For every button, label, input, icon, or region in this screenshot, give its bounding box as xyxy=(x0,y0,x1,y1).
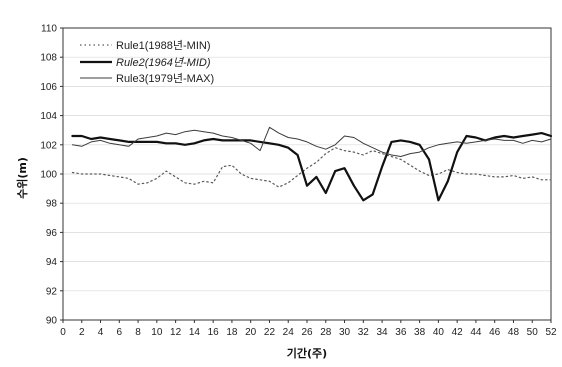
x-tick-label: 50 xyxy=(527,327,539,338)
y-tick-label: 90 xyxy=(46,316,58,327)
x-tick-label: 34 xyxy=(377,327,389,338)
x-tick-label: 40 xyxy=(433,327,445,338)
series-line-rule1 xyxy=(71,147,552,188)
x-tick-label: 32 xyxy=(358,327,370,338)
x-tick-label: 4 xyxy=(98,327,104,338)
x-tick-label: 48 xyxy=(508,327,520,338)
x-tick-label: 42 xyxy=(452,327,464,338)
x-tick-label: 28 xyxy=(320,327,332,338)
x-tick-label: 52 xyxy=(545,327,557,338)
y-tick-label: 102 xyxy=(40,140,57,151)
y-tick-label: 96 xyxy=(46,228,58,239)
series-line-rule2 xyxy=(71,132,553,202)
legend-label-rule2: Rule2(1964년-MID) xyxy=(116,56,211,69)
y-tick-label: 94 xyxy=(46,257,58,268)
x-tick-label: 26 xyxy=(301,327,313,338)
x-tick-label: 46 xyxy=(489,327,501,338)
x-tick-label: 24 xyxy=(283,327,295,338)
x-tick-label: 20 xyxy=(245,327,257,338)
x-tick-label: 30 xyxy=(339,327,351,338)
y-tick-label: 104 xyxy=(40,111,57,122)
x-tick-label: 22 xyxy=(264,327,276,338)
x-tick-label: 18 xyxy=(226,327,238,338)
legend-label-rule1: Rule1(1988년-MIN) xyxy=(116,39,210,52)
x-tick-label: 2 xyxy=(79,327,85,338)
y-tick-label: 106 xyxy=(40,82,57,93)
y-axis-label: 수위(m) xyxy=(16,157,29,199)
x-axis-ticks: 0 2 4 6 8 10 12 14 16 18 20 22 24 26 28 30 32 34 36 38 40 42 4… xyxy=(60,320,557,338)
y-tick-label: 92 xyxy=(46,286,58,297)
x-tick-label: 0 xyxy=(60,327,66,338)
x-tick-label: 38 xyxy=(414,327,426,338)
y-tick-label: 110 xyxy=(41,24,57,35)
legend-label-rule3: Rule3(1979년-MAX) xyxy=(116,72,214,85)
x-tick-label: 16 xyxy=(208,327,220,338)
x-tick-label: 36 xyxy=(395,327,407,338)
x-tick-label: 10 xyxy=(151,327,163,338)
series-line-rule3 xyxy=(71,126,552,157)
legend: Rule1(1988년-MIN) Rule2(1964년-MID) Rule3(… xyxy=(80,39,214,85)
y-axis-ticks: 90 92 94 96 98 100 102 104 106 108 110 xyxy=(40,24,63,327)
x-tick-label: 44 xyxy=(470,327,482,338)
x-axis-label: 기간(주) xyxy=(287,346,327,360)
x-tick-label: 8 xyxy=(135,327,141,338)
series-lines xyxy=(71,126,553,202)
x-tick-label: 12 xyxy=(170,327,182,338)
grid-lines xyxy=(63,56,551,292)
y-tick-label: 108 xyxy=(40,53,57,64)
x-tick-label: 14 xyxy=(189,327,201,338)
y-tick-label: 100 xyxy=(40,170,57,181)
x-tick-label: 6 xyxy=(117,327,123,338)
y-tick-label: 98 xyxy=(46,199,58,210)
